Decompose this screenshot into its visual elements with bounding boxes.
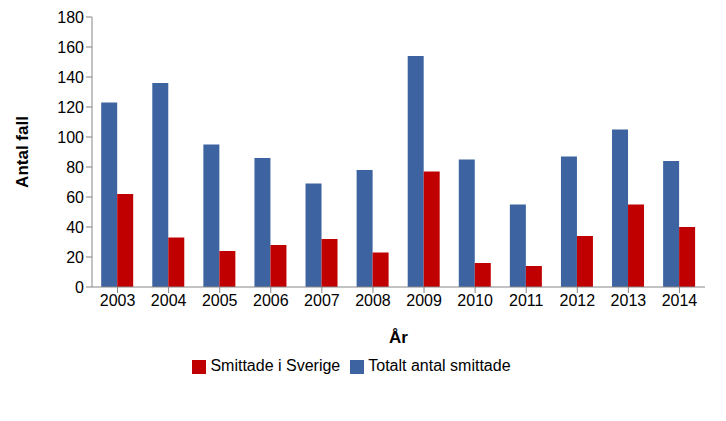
svg-text:2007: 2007 — [304, 292, 340, 309]
svg-text:2014: 2014 — [662, 292, 698, 309]
svg-text:År: År — [389, 328, 408, 347]
svg-text:2004: 2004 — [151, 292, 187, 309]
svg-text:2011: 2011 — [509, 292, 544, 309]
svg-text:Antal fall: Antal fall — [13, 116, 32, 188]
svg-text:180: 180 — [57, 9, 84, 26]
svg-text:2003: 2003 — [100, 292, 136, 309]
svg-text:20: 20 — [66, 249, 84, 266]
svg-text:2008: 2008 — [355, 292, 391, 309]
svg-text:80: 80 — [66, 159, 84, 176]
svg-text:100: 100 — [57, 129, 84, 146]
svg-text:0: 0 — [75, 279, 84, 296]
svg-text:2012: 2012 — [559, 292, 595, 309]
html-text:Totalt antal smittade: Totalt antal smittade — [368, 357, 511, 374]
svg-text:120: 120 — [57, 99, 84, 116]
svg-text:2010: 2010 — [457, 292, 493, 309]
svg-text:60: 60 — [66, 189, 84, 206]
svg-text:2005: 2005 — [202, 292, 238, 309]
svg-text:160: 160 — [57, 39, 84, 56]
svg-text:40: 40 — [66, 219, 84, 236]
svg-text:2006: 2006 — [253, 292, 289, 309]
html-text:Smittade i Sverige: Smittade i Sverige — [210, 357, 341, 374]
svg-text:140: 140 — [57, 69, 84, 86]
svg-text:2009: 2009 — [406, 292, 442, 309]
svg-text:2013: 2013 — [611, 292, 647, 309]
